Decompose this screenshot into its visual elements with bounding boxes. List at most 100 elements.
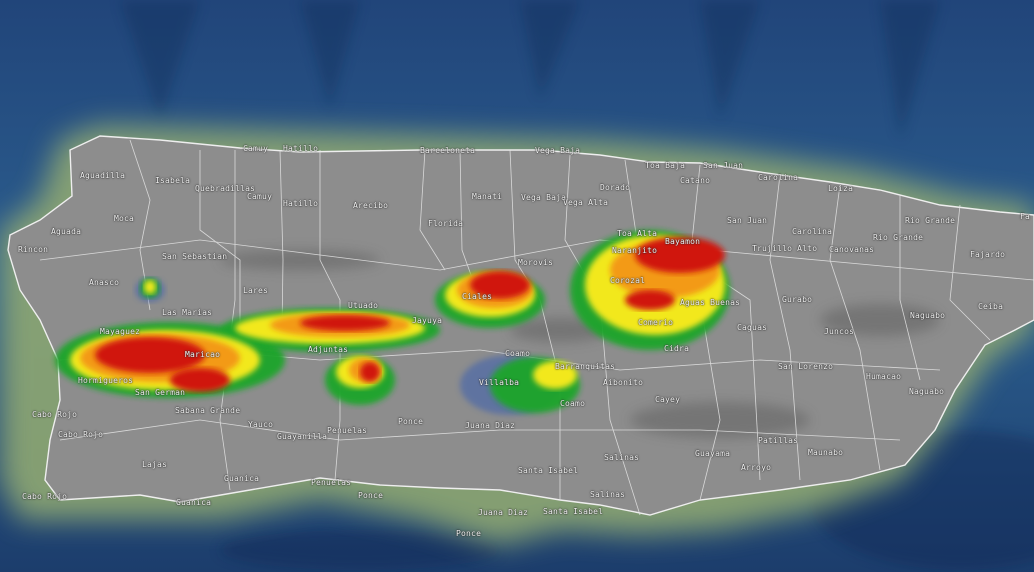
place-label: Lajas [142, 460, 168, 469]
place-label: Gurabo [782, 295, 813, 304]
place-label: Ponce [358, 491, 384, 500]
radar-cell [533, 361, 577, 389]
place-label: Catano [680, 176, 711, 185]
place-label: Naranjito [612, 246, 658, 255]
place-label: Maunabo [808, 448, 844, 457]
place-label: Aguas Buenas [680, 298, 741, 307]
place-label: Salinas [604, 453, 640, 462]
place-label: Guayama [695, 449, 731, 458]
place-label: San Sebastian [162, 252, 228, 261]
place-label: San Juan [703, 161, 744, 170]
place-label: Vega Baja [535, 146, 581, 155]
radar-cell [95, 337, 205, 373]
place-label: Rio Grande [873, 233, 924, 242]
place-label: Camuy [243, 144, 269, 153]
place-label: Guayanilla [277, 432, 328, 441]
place-label: Guanica [224, 474, 260, 483]
place-label: Santa Isabel [518, 466, 579, 475]
place-label: Sabana Grande [175, 406, 241, 415]
place-label: Santa Isabel [543, 507, 604, 516]
place-label: Lares [243, 286, 269, 295]
place-label: Salinas [590, 490, 626, 499]
place-label: Barranquitas [555, 362, 616, 371]
place-label: Aguadilla [80, 171, 126, 180]
place-label: Canovanas [829, 245, 875, 254]
place-label: Camuy [247, 192, 273, 201]
place-label: Loiza [828, 184, 854, 193]
place-label: Vega Alta [563, 198, 609, 207]
place-label: Aguada [51, 227, 82, 236]
place-label: Maricao [185, 350, 221, 359]
place-label: Quebradillas [195, 184, 256, 193]
place-label: Fajardo [970, 250, 1006, 259]
place-label: Cabo Rojo [22, 492, 68, 501]
place-label: Juana Diaz [465, 421, 516, 430]
place-label: Hatillo [283, 199, 319, 208]
place-label: Carolina [758, 173, 799, 182]
place-label: Hatillo [283, 144, 319, 153]
place-label: Penuelas [327, 426, 368, 435]
place-label: Villalba [479, 378, 520, 387]
place-label: Fa [1020, 212, 1031, 221]
place-label: Naguabo [909, 387, 945, 396]
place-label: Hormigueros [78, 376, 134, 385]
place-label: Dorado [600, 183, 631, 192]
place-label: Mayaguez [100, 327, 141, 336]
place-label: San Lorenzo [778, 362, 834, 371]
place-label: Guanica [176, 498, 212, 507]
place-label: Ciales [462, 292, 493, 301]
radar-cell [635, 237, 725, 273]
place-label: Arecibo [353, 201, 389, 210]
place-label: Toa Baja [645, 161, 686, 170]
place-label: Cayey [655, 395, 681, 404]
place-label: Juana Diaz [478, 508, 529, 517]
place-label: Vega Baja [521, 193, 567, 202]
place-label: Caguas [737, 323, 768, 332]
place-label: Naguabo [910, 311, 946, 320]
place-label: Ponce [456, 529, 482, 538]
place-label: San Juan [727, 216, 768, 225]
radar-cell [470, 271, 530, 299]
place-label: Moca [114, 214, 135, 223]
place-label: Jayuya [412, 316, 443, 325]
place-label: Cidra [664, 344, 690, 353]
radar-reflectivity [55, 230, 730, 415]
place-label: Yauco [248, 420, 274, 429]
place-label: Trujillo Alto [752, 244, 818, 253]
place-label: Anasco [89, 278, 120, 287]
place-label: Adjuntas [308, 345, 349, 354]
place-label: Humacao [866, 372, 902, 381]
place-label: Utuado [348, 301, 379, 310]
place-label: Coamo [505, 349, 531, 358]
place-label: Corozal [610, 276, 646, 285]
place-label: Arroyo [741, 463, 772, 472]
place-label: Cabo Rojo [58, 430, 104, 439]
place-label: Las Marias [162, 308, 213, 317]
place-label: Morovis [518, 258, 554, 267]
place-label: Florida [428, 219, 464, 228]
radar-cell [144, 280, 156, 294]
place-label: Patillas [758, 436, 799, 445]
place-label: Isabela [155, 176, 191, 185]
place-label: Penuelas [311, 478, 352, 487]
place-label: Toa Alta [617, 229, 658, 238]
place-label: Coamo [560, 399, 586, 408]
place-label: Aibonito [603, 378, 644, 387]
place-label: Cabo Rojo [32, 410, 78, 419]
place-label: Comerio [638, 318, 674, 327]
place-label: San German [135, 388, 186, 397]
place-label: Barceloneta [420, 146, 476, 155]
radar-cell [625, 290, 675, 310]
place-label: Bayamon [665, 237, 701, 246]
place-label: Manati [472, 192, 503, 201]
place-label: Carolina [792, 227, 833, 236]
radar-cell [300, 315, 390, 331]
place-label: Rio Grande [905, 216, 956, 225]
place-label: Rincon [18, 245, 49, 254]
radar-cell [360, 362, 380, 382]
municipal-boundaries [39, 139, 1034, 516]
place-label: Ponce [398, 417, 424, 426]
